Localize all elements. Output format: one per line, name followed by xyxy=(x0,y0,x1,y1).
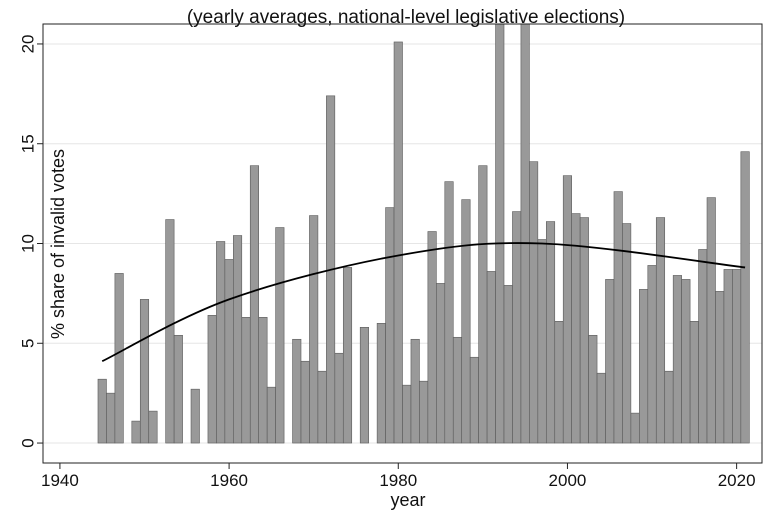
chart-title: (yearly averages, national-level legisla… xyxy=(187,7,625,28)
bar xyxy=(258,317,268,444)
x-tick-label: 1980 xyxy=(379,471,417,490)
bar xyxy=(402,384,412,444)
bar xyxy=(520,23,530,444)
bar xyxy=(97,378,107,444)
bar xyxy=(664,370,674,444)
bar xyxy=(596,372,606,444)
bar xyxy=(545,221,556,444)
bar xyxy=(419,380,429,444)
bar xyxy=(427,231,437,444)
bar xyxy=(681,279,691,444)
bar xyxy=(647,265,657,444)
bar xyxy=(706,197,716,444)
bar xyxy=(655,217,666,444)
bar xyxy=(376,323,386,444)
y-tick-label: 5 xyxy=(18,339,37,348)
bar xyxy=(190,388,200,444)
bar xyxy=(114,273,124,444)
bar xyxy=(562,175,572,444)
bar xyxy=(216,241,226,444)
bar xyxy=(165,219,175,444)
bar xyxy=(342,267,353,444)
bar xyxy=(478,165,488,444)
bar xyxy=(639,289,649,444)
bars xyxy=(97,23,750,444)
bar xyxy=(393,41,403,444)
x-axis-title: year xyxy=(390,490,425,510)
bar xyxy=(207,315,217,444)
bar xyxy=(131,420,141,444)
y-axis-title: % share of invalid votes xyxy=(48,149,68,339)
bar xyxy=(385,207,395,444)
bar xyxy=(554,321,564,444)
bar xyxy=(512,211,522,444)
bar xyxy=(275,227,285,444)
bar xyxy=(292,338,302,444)
bar xyxy=(537,239,547,444)
bar xyxy=(715,291,725,444)
bar xyxy=(309,215,319,444)
bar xyxy=(698,249,708,444)
bar xyxy=(571,213,581,444)
y-tick-label: 20 xyxy=(18,34,37,53)
bar xyxy=(224,259,234,444)
x-tick-label: 2000 xyxy=(549,471,587,490)
bar xyxy=(486,271,496,444)
bar xyxy=(613,191,623,444)
bar xyxy=(300,360,310,444)
bar xyxy=(622,223,632,444)
bar xyxy=(106,392,116,444)
bar xyxy=(588,334,598,444)
fitted-curve xyxy=(101,242,746,363)
bar xyxy=(630,412,640,444)
bar xyxy=(334,352,344,444)
bar xyxy=(672,275,682,444)
bar xyxy=(317,370,327,444)
bar xyxy=(461,199,471,444)
bar xyxy=(359,327,369,444)
bar xyxy=(605,279,615,444)
bar xyxy=(529,161,539,444)
x-tick-label: 1960 xyxy=(210,471,248,490)
y-tick-label: 15 xyxy=(18,134,37,153)
y-tick-label: 0 xyxy=(18,438,37,447)
axes: 0 5 10 15 20 1940 1960 1980 2000 2020 xyxy=(18,34,755,490)
bar xyxy=(233,235,243,444)
bar xyxy=(503,285,513,444)
bar xyxy=(436,283,446,444)
bar xyxy=(732,269,742,444)
bar xyxy=(495,23,505,444)
bar xyxy=(444,181,454,444)
bar xyxy=(452,336,463,444)
bar xyxy=(469,356,479,444)
bar xyxy=(579,217,589,444)
bar xyxy=(410,338,420,444)
bar xyxy=(740,151,750,444)
bar xyxy=(723,269,733,444)
x-tick-label: 2020 xyxy=(718,471,756,490)
y-tick-label: 10 xyxy=(18,234,37,253)
bar xyxy=(689,321,699,444)
bar xyxy=(266,386,276,444)
x-tick-label: 1940 xyxy=(41,471,79,490)
bar xyxy=(139,299,150,444)
bar xyxy=(249,165,260,444)
bar xyxy=(241,317,251,444)
bar xyxy=(148,410,158,444)
bar xyxy=(173,334,183,444)
